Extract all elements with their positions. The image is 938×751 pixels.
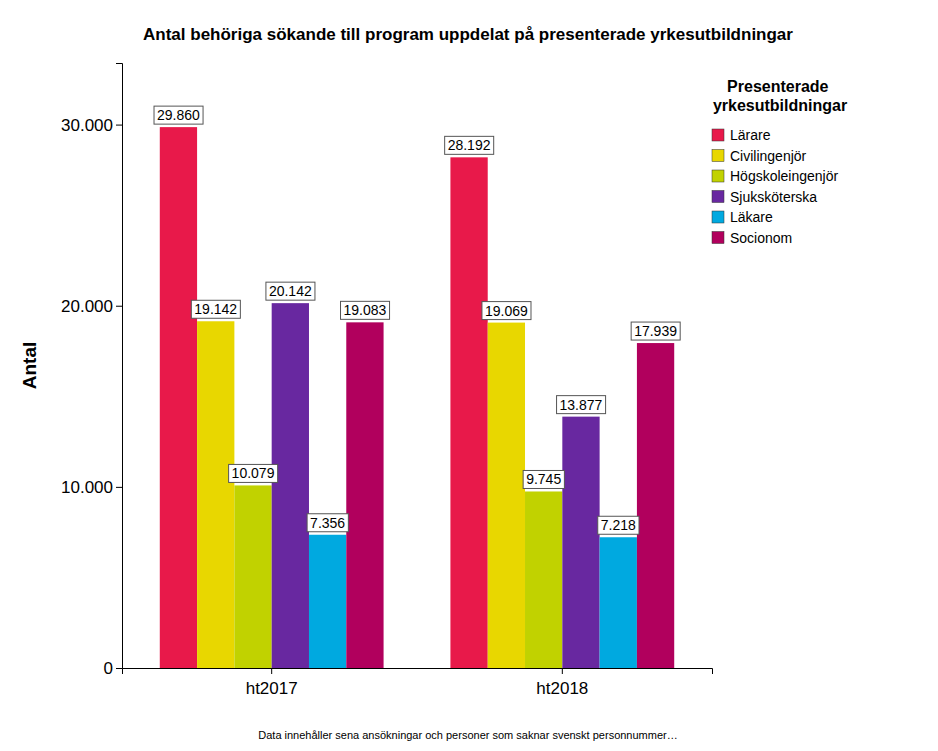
data-label: 19.069 — [482, 302, 531, 320]
bars — [160, 127, 674, 668]
bar — [346, 322, 383, 668]
legend-label: Sjuksköterska — [730, 189, 817, 205]
data-label-text: 19.142 — [194, 301, 237, 317]
data-label-box — [266, 282, 315, 300]
legend-swatch — [712, 129, 724, 141]
legend-item: Högskoleingenjör — [712, 168, 839, 184]
data-label-box — [445, 136, 494, 154]
data-label: 9.745 — [523, 470, 564, 488]
x-axis-line — [123, 669, 713, 675]
bar — [488, 323, 525, 668]
legend-item: Lärare — [712, 127, 771, 143]
data-label-text: 19.083 — [344, 302, 387, 318]
y-tick: 0 — [104, 659, 122, 678]
y-axis-title: Antal — [19, 342, 40, 390]
chart-svg: Antal behöriga sökande till program uppd… — [0, 0, 938, 751]
legend-swatch — [712, 150, 724, 162]
y-axis: 0 10.000 20.000 30.000 — [61, 64, 123, 678]
data-label-text: 28.192 — [448, 137, 491, 153]
legend-swatch — [712, 211, 724, 223]
x-axis: ht2017 ht2018 — [123, 668, 713, 698]
data-label-text: 13.877 — [560, 397, 603, 413]
data-label-text: 7.218 — [601, 517, 636, 533]
data-label: 17.939 — [631, 322, 680, 340]
legend-item: Läkare — [712, 209, 773, 225]
data-label: 13.877 — [557, 396, 606, 414]
data-label: 28.192 — [445, 136, 494, 154]
footnote: Data innehåller sena ansökningar och per… — [258, 729, 677, 741]
x-tick-mark — [271, 668, 272, 674]
y-tick: 10.000 — [61, 478, 122, 497]
y-tick-mark — [116, 487, 122, 488]
data-label-box — [523, 470, 564, 488]
data-label: 19.142 — [191, 300, 240, 318]
legend-label: Högskoleingenjör — [730, 168, 839, 184]
data-label-box — [482, 302, 531, 320]
data-label: 20.142 — [266, 282, 315, 300]
data-label: 19.083 — [341, 301, 390, 319]
legend-swatch — [712, 170, 724, 182]
bar — [562, 417, 599, 668]
data-labels: 29.860 28.192 19.142 19.069 10.079 9.745 20.14… — [154, 106, 680, 534]
x-tick: ht2018 — [536, 668, 588, 698]
y-tick-label: 30.000 — [61, 116, 113, 135]
y-tick-mark — [116, 125, 122, 126]
data-label-text: 7.356 — [310, 515, 345, 531]
y-tick-mark — [116, 668, 122, 669]
data-label-box — [598, 516, 639, 534]
x-tick-label: ht2017 — [246, 679, 298, 698]
legend-label: Socionom — [730, 230, 792, 246]
bar — [600, 537, 637, 668]
bar — [309, 535, 346, 668]
legend-item: Socionom — [712, 230, 792, 246]
x-tick-label: ht2018 — [536, 679, 588, 698]
legend-item: Sjuksköterska — [712, 189, 817, 205]
y-tick-label: 20.000 — [61, 297, 113, 316]
chart-title: Antal behöriga sökande till program uppd… — [143, 25, 793, 44]
bar — [160, 127, 197, 668]
legend-label: Civilingenjör — [730, 148, 807, 164]
x-tick-mark — [562, 668, 563, 674]
y-tick-label: 10.000 — [61, 478, 113, 497]
data-label-text: 29.860 — [157, 107, 200, 123]
data-label: 29.860 — [154, 106, 203, 124]
y-tick: 30.000 — [61, 116, 122, 135]
legend-title: Presenterade yrkesutbildningar — [713, 78, 847, 114]
y-axis-line — [116, 64, 123, 669]
data-label-box — [631, 322, 680, 340]
legend-label: Lärare — [730, 127, 771, 143]
data-label-text: 17.939 — [634, 323, 677, 339]
data-label-box — [557, 396, 606, 414]
bar — [272, 303, 309, 668]
bar — [234, 485, 271, 668]
legend-swatch — [712, 191, 724, 203]
data-label-box — [154, 106, 203, 124]
bar — [450, 157, 487, 668]
data-label-text: 19.069 — [485, 303, 528, 319]
legend: Presenterade yrkesutbildningar Lärare Civi… — [712, 78, 847, 246]
data-label: 7.356 — [307, 514, 348, 532]
data-label-text: 9.745 — [526, 471, 561, 487]
legend-label: Läkare — [730, 209, 773, 225]
x-tick: ht2017 — [246, 668, 298, 698]
data-label: 7.218 — [598, 516, 639, 534]
y-tick-mark — [116, 306, 122, 307]
data-label-box — [341, 301, 390, 319]
bar — [637, 343, 674, 668]
bar — [197, 321, 234, 668]
y-tick-label: 0 — [104, 659, 113, 678]
legend-swatch — [712, 232, 724, 244]
data-label-box — [229, 464, 278, 482]
data-label-text: 10.079 — [232, 465, 275, 481]
legend-item: Civilingenjör — [712, 148, 807, 164]
data-label-text: 20.142 — [269, 283, 312, 299]
bar — [525, 491, 562, 668]
data-label: 10.079 — [229, 464, 278, 482]
data-label-box — [307, 514, 348, 532]
data-label-box — [191, 300, 240, 318]
y-tick: 20.000 — [61, 297, 122, 316]
